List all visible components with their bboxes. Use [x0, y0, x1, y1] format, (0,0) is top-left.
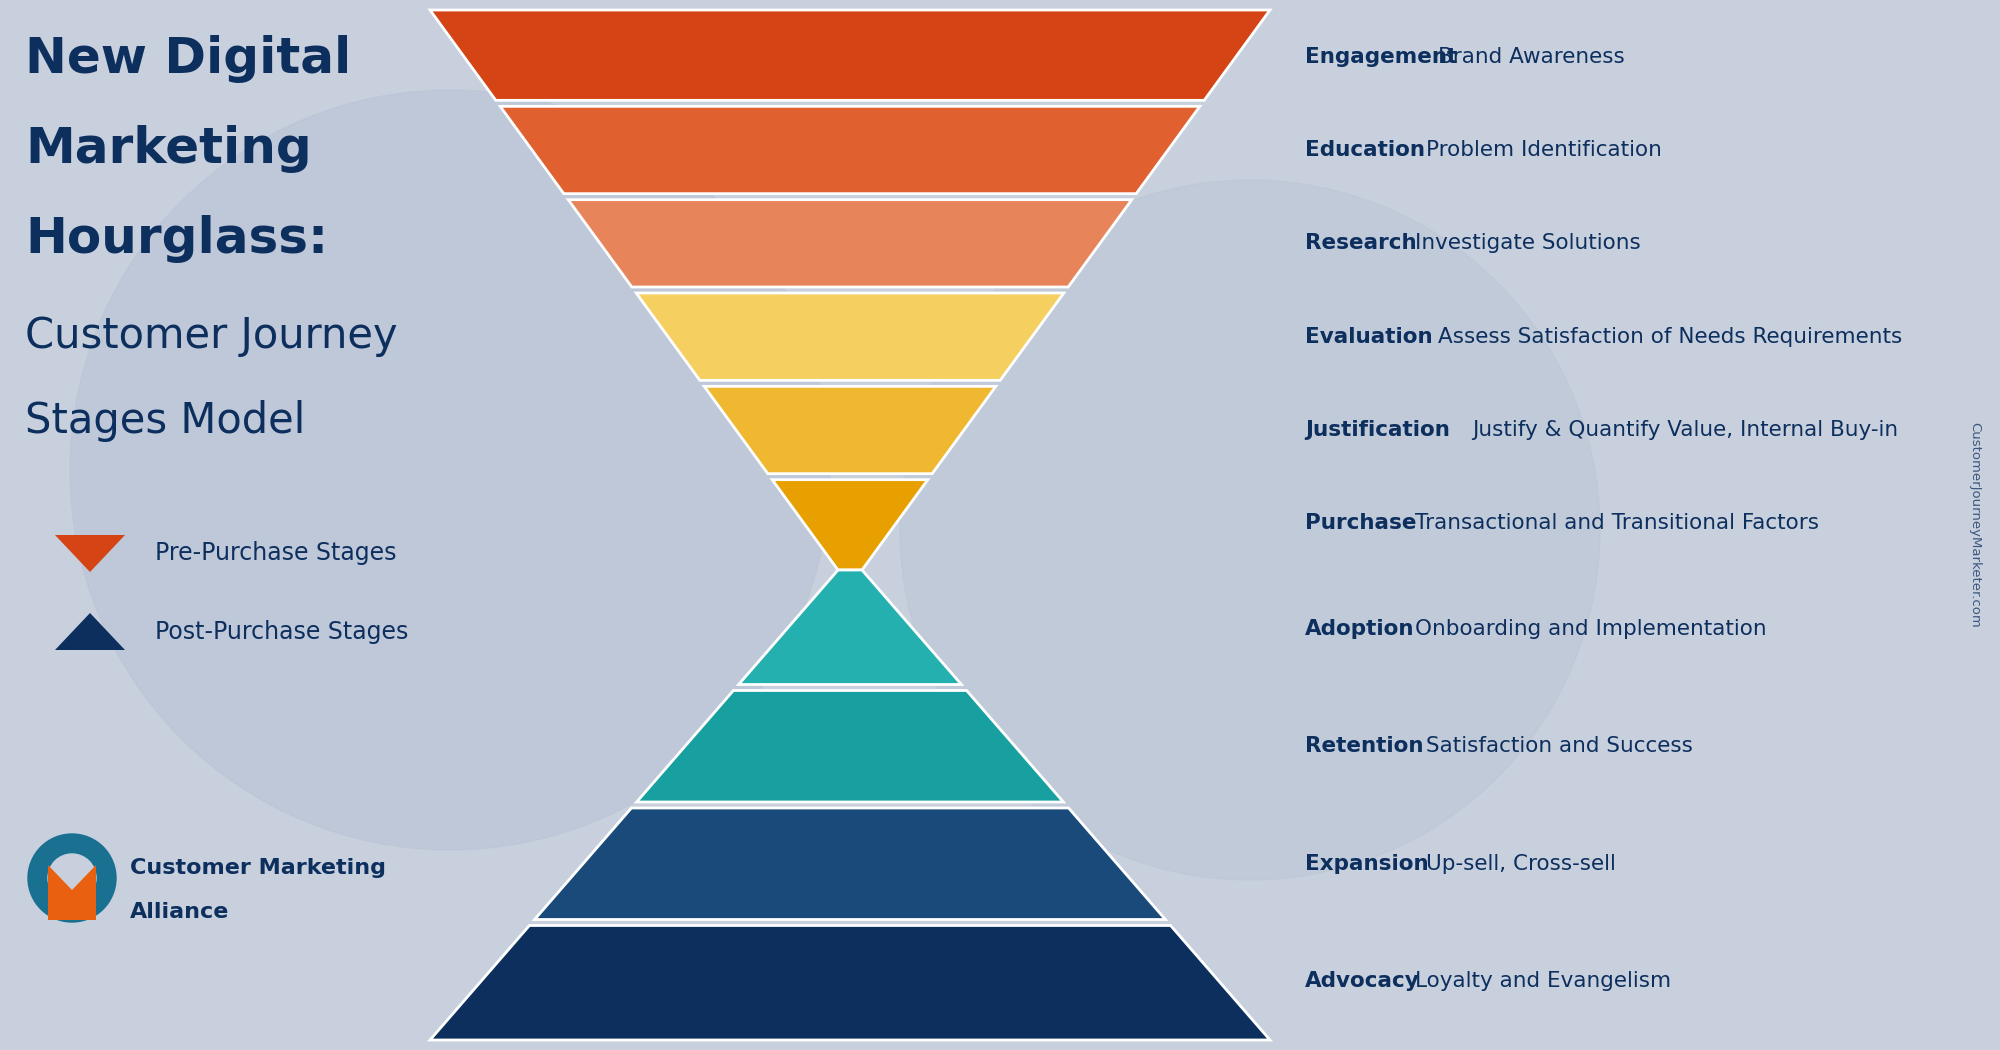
Polygon shape	[56, 536, 124, 572]
Text: Satisfaction and Success: Satisfaction and Success	[1426, 736, 1694, 756]
Polygon shape	[636, 293, 1064, 380]
Text: Problem Identification: Problem Identification	[1426, 140, 1662, 160]
Text: Stages Model: Stages Model	[24, 400, 306, 442]
Text: Retention: Retention	[1304, 736, 1424, 756]
Polygon shape	[48, 865, 96, 920]
Text: CustomerJourneyMarketer.com: CustomerJourneyMarketer.com	[1968, 422, 1982, 628]
Text: Evaluation: Evaluation	[1304, 327, 1432, 346]
Text: Transactional and Transitional Factors: Transactional and Transitional Factors	[1416, 513, 1820, 533]
Circle shape	[28, 834, 116, 922]
Text: Assess Satisfaction of Needs Requirements: Assess Satisfaction of Needs Requirement…	[1438, 327, 1902, 346]
Text: Purchase: Purchase	[1304, 513, 1416, 533]
Polygon shape	[704, 386, 996, 474]
Text: Customer Journey: Customer Journey	[24, 315, 398, 357]
Text: Advocacy: Advocacy	[1304, 971, 1420, 991]
Polygon shape	[636, 691, 1064, 802]
Text: Adoption: Adoption	[1304, 618, 1414, 638]
Circle shape	[900, 180, 1600, 880]
Text: Investigate Solutions: Investigate Solutions	[1416, 233, 1640, 253]
Text: Loyalty and Evangelism: Loyalty and Evangelism	[1416, 971, 1672, 991]
Circle shape	[48, 854, 96, 902]
Text: New Digital: New Digital	[24, 35, 352, 83]
Text: Up-sell, Cross-sell: Up-sell, Cross-sell	[1426, 854, 1616, 874]
Text: Brand Awareness: Brand Awareness	[1438, 46, 1624, 66]
Text: Education: Education	[1304, 140, 1424, 160]
Text: Onboarding and Implementation: Onboarding and Implementation	[1416, 618, 1766, 638]
Text: Research: Research	[1304, 233, 1416, 253]
Polygon shape	[568, 200, 1132, 287]
Polygon shape	[772, 480, 928, 570]
Text: Engagement: Engagement	[1304, 46, 1458, 66]
Text: Hourglass:: Hourglass:	[24, 215, 328, 262]
Polygon shape	[738, 570, 962, 685]
Text: Justification: Justification	[1304, 420, 1450, 440]
Polygon shape	[500, 106, 1200, 193]
Text: Marketing: Marketing	[24, 125, 312, 173]
Polygon shape	[56, 613, 124, 650]
Text: Alliance: Alliance	[130, 902, 230, 922]
Polygon shape	[534, 808, 1166, 920]
Text: Post-Purchase Stages: Post-Purchase Stages	[156, 620, 408, 644]
Polygon shape	[430, 925, 1270, 1040]
Text: Pre-Purchase Stages: Pre-Purchase Stages	[156, 541, 396, 565]
Text: Justify & Quantify Value, Internal Buy-in: Justify & Quantify Value, Internal Buy-i…	[1472, 420, 1898, 440]
Circle shape	[70, 90, 830, 850]
Text: Customer Marketing: Customer Marketing	[130, 858, 386, 878]
Polygon shape	[430, 10, 1270, 101]
Text: Expansion: Expansion	[1304, 854, 1428, 874]
